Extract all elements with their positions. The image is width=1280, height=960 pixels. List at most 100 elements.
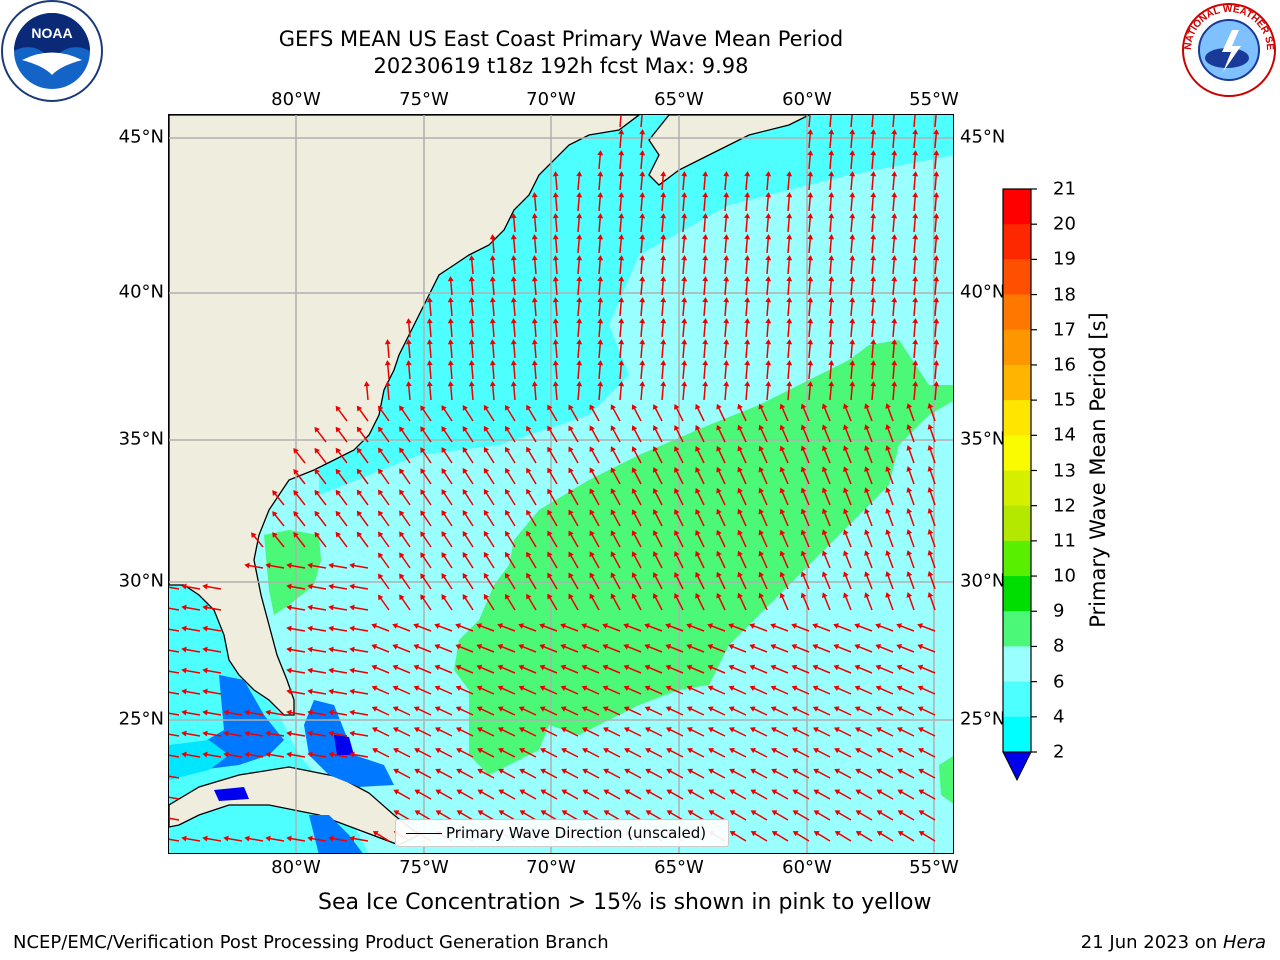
wave-direction-arrow	[661, 320, 665, 338]
wave-direction-arrowhead	[644, 623, 650, 629]
wave-direction-arrowhead	[917, 644, 924, 650]
wave-direction-arrowhead	[695, 592, 701, 599]
wave-direction-arrow	[829, 236, 833, 254]
wave-direction-arrowhead	[765, 339, 772, 345]
wave-direction-arrowhead	[870, 381, 877, 387]
wave-direction-arrow	[247, 753, 264, 758]
wave-direction-arrow	[484, 575, 495, 590]
wave-direction-arrow	[856, 645, 873, 653]
wave-direction-arrow	[934, 278, 938, 296]
wave-direction-arrow	[268, 753, 285, 758]
wave-direction-arrowhead	[758, 466, 765, 473]
wave-direction-arrowhead	[462, 594, 468, 600]
wave-direction-arrow	[505, 427, 516, 443]
wave-direction-arrowhead	[660, 297, 667, 303]
wave-direction-arrowhead	[328, 583, 334, 590]
wave-direction-arrowhead	[885, 529, 891, 535]
wave-direction-arrowhead	[779, 508, 786, 515]
wave-direction-arrow	[871, 320, 875, 338]
wave-direction-arrowhead	[286, 688, 292, 695]
colorbar-segment	[1003, 611, 1031, 647]
wave-direction-arrowhead	[405, 381, 412, 387]
wave-direction-arrowhead	[589, 530, 595, 537]
wave-direction-arrow	[294, 512, 306, 527]
wave-direction-arrow	[898, 624, 915, 632]
wave-direction-arrow	[442, 449, 453, 464]
wave-direction-arrowhead	[202, 751, 208, 758]
wave-direction-arrowhead	[202, 835, 208, 842]
wave-direction-arrow	[710, 769, 726, 779]
wave-direction-arrow	[682, 257, 686, 275]
wave-direction-arrowhead	[328, 625, 334, 632]
lon-tick-top: 55°W	[909, 89, 959, 110]
wave-direction-arrow	[478, 666, 495, 674]
wave-direction-arrowhead	[568, 530, 574, 537]
wave-direction-arrow	[794, 707, 810, 716]
wave-direction-arrowhead	[681, 234, 688, 240]
wave-direction-arrowhead	[618, 297, 625, 303]
wave-direction-arrowhead	[812, 706, 819, 712]
wave-direction-arrow	[479, 686, 495, 695]
wave-direction-arrow	[920, 728, 936, 737]
wave-direction-arrow	[205, 648, 222, 653]
wave-direction-arrow	[554, 278, 558, 296]
wave-direction-arrowhead	[519, 810, 526, 816]
wave-direction-arrow	[500, 769, 516, 779]
wave-direction-arrow	[407, 341, 411, 359]
wave-direction-arrow	[802, 489, 810, 506]
wave-direction-arrowhead	[807, 381, 814, 387]
wave-direction-arrowhead	[891, 318, 898, 324]
wave-direction-arrow	[886, 447, 894, 464]
wave-direction-arrowhead	[681, 360, 688, 366]
wave-direction-arrow	[289, 732, 306, 737]
wave-direction-arrowhead	[526, 488, 532, 495]
wave-direction-arrowhead	[800, 592, 807, 599]
wave-direction-arrowhead	[779, 487, 786, 494]
wave-direction-arrow	[877, 624, 894, 632]
colorbar-segment	[1003, 576, 1031, 612]
wave-direction-arrowhead	[695, 466, 701, 473]
wave-direction-arrowhead	[639, 213, 646, 219]
wave-direction-arrow	[449, 362, 453, 380]
wave-direction-arrowhead	[854, 706, 861, 712]
wave-direction-arrow	[632, 406, 642, 422]
wave-direction-arrow	[289, 564, 306, 569]
wave-direction-arrowhead	[912, 360, 919, 366]
wave-direction-arrowhead	[426, 318, 433, 324]
wave-direction-arrowhead	[618, 192, 625, 198]
wave-direction-arrowhead	[531, 213, 538, 219]
wave-direction-arrowhead	[505, 509, 511, 516]
lat-tick-left: 45°N	[118, 126, 164, 148]
wave-direction-arrowhead	[765, 213, 772, 219]
wave-direction-arrowhead	[729, 768, 736, 775]
wave-direction-arrowhead	[896, 664, 903, 671]
wave-direction-arrow	[717, 469, 726, 485]
wave-direction-arrowhead	[576, 255, 583, 261]
wave-direction-arrow	[554, 320, 558, 338]
wave-direction-arrowhead	[918, 810, 925, 816]
wave-direction-arrowhead	[526, 509, 532, 516]
wave-direction-arrow	[836, 749, 852, 758]
wave-direction-arrow	[479, 790, 495, 800]
wave-direction-arrowhead	[547, 404, 553, 411]
wave-direction-arrowhead	[568, 425, 574, 432]
wave-direction-arrowhead	[800, 508, 807, 515]
wave-direction-arrow	[934, 320, 938, 338]
wave-direction-arrow	[226, 837, 243, 842]
wave-direction-arrowhead	[610, 572, 616, 579]
wave-direction-arrowhead	[455, 623, 461, 629]
wave-direction-arrow	[512, 362, 516, 380]
wave-direction-arrowhead	[483, 530, 490, 537]
wave-direction-arrowhead	[307, 604, 313, 611]
wave-direction-arrow	[563, 686, 579, 695]
wave-direction-arrowhead	[687, 768, 694, 775]
wave-direction-arrow	[724, 236, 728, 254]
wave-direction-arrowhead	[771, 768, 778, 775]
wave-direction-arrowhead	[526, 530, 532, 537]
wave-direction-arrowhead	[639, 318, 646, 324]
wave-direction-arrow	[541, 666, 558, 674]
wave-direction-arrowhead	[393, 747, 399, 754]
wave-direction-arrowhead	[897, 747, 903, 754]
wave-direction-arrow	[738, 553, 747, 569]
wave-direction-arrowhead	[686, 664, 693, 671]
